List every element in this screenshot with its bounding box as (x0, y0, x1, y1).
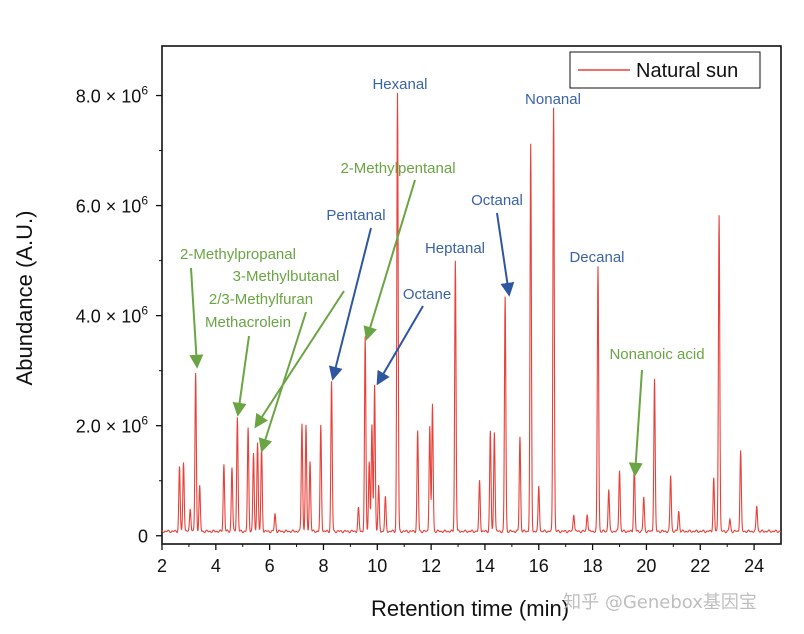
plot-frame (161, 45, 782, 545)
x-tick-label: 10 (367, 556, 387, 576)
series-line-natural-sun (161, 92, 781, 534)
annotations: Hexanal Nonanal 2-Methylpentanal Octanal… (180, 76, 705, 477)
x-tick-label: 2 (157, 556, 167, 576)
annotation-octane: Octane (403, 286, 451, 303)
y-tick-label: 6.0 × 106 (76, 194, 149, 217)
arrow-3-methylbutanal (254, 290, 345, 429)
x-tick-label: 24 (744, 556, 764, 576)
plot-area (161, 45, 782, 545)
arrow-methacrolein (232, 335, 250, 417)
legend: Natural sun (569, 51, 761, 89)
x-axis: 2 4 6 8 10 12 14 16 18 20 22 24 (157, 544, 764, 576)
annotation-2-3-methylfuran: 2/3-Methylfuran (209, 291, 313, 308)
annotation-2-methylpropanal: 2-Methylpropanal (180, 246, 296, 263)
legend-label-natural-sun: Natural sun (636, 60, 738, 82)
annotation-hexanal: Hexanal (372, 76, 427, 93)
y-axis-label: Abundance (A.U.) (12, 211, 37, 386)
y-tick-label: 8.0 × 106 (76, 84, 149, 107)
x-tick-label: 16 (529, 556, 549, 576)
x-tick-label: 22 (690, 556, 710, 576)
x-tick-label: 20 (636, 556, 656, 576)
annotation-3-methylbutanal: 3-Methylbutanal (233, 268, 340, 285)
annotation-2-methylpentanal: 2-Methylpentanal (340, 160, 455, 177)
arrow-octane (376, 305, 424, 386)
arrow-octanal (496, 212, 515, 297)
arrow-2-3-methylfuran (258, 311, 307, 453)
annotation-heptanal: Heptanal (425, 240, 485, 257)
x-axis-label: Retention time (min) (371, 596, 569, 621)
x-tick-label: 6 (265, 556, 275, 576)
annotation-decanal: Decanal (569, 249, 624, 266)
annotation-pentanal: Pentanal (326, 207, 385, 224)
x-tick-label: 12 (421, 556, 441, 576)
annotation-methacrolein: Methacrolein (205, 314, 291, 331)
arrow-2-methylpentanal (363, 179, 416, 341)
annotation-nonanal: Nonanal (525, 91, 581, 108)
x-tick-label: 18 (583, 556, 603, 576)
y-axis: 0 2.0 × 106 4.0 × 106 6.0 × 106 8.0 × 106 (76, 84, 162, 547)
annotation-nonanoic-acid: Nonanoic acid (609, 346, 704, 363)
arrow-nonanoic-acid (628, 369, 643, 477)
x-tick-label: 8 (318, 556, 328, 576)
x-tick-label: 14 (475, 556, 495, 576)
x-tick-label: 4 (211, 556, 221, 576)
annotation-octanal: Octanal (471, 192, 523, 209)
arrow-pentanal (328, 227, 372, 381)
y-tick-label: 4.0 × 106 (76, 304, 149, 327)
arrow-2-methylpropanal (189, 267, 204, 369)
y-tick-label: 0 (138, 527, 148, 547)
y-tick-label: 2.0 × 106 (76, 414, 149, 437)
watermark: 知乎 @Genebox基因宝 (563, 592, 757, 613)
